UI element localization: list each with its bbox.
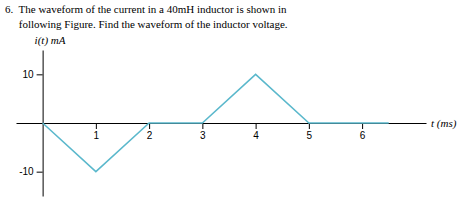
x-tick: 2 <box>147 123 153 141</box>
title: 6. The waveform of the current in a 40mH… <box>5 3 287 15</box>
plot: 1 2 3 4 5 6 -10 10 i(t) mA t (ms) <box>17 34 457 197</box>
y-tick-mark <box>37 74 43 75</box>
subtitle: following Figure. Find the waveform of t… <box>5 18 288 30</box>
y-tick-label: -10 <box>19 166 34 177</box>
x-tick: 4 <box>253 123 259 141</box>
x-tick: 6 <box>360 123 366 141</box>
y-tick-label: 10 <box>22 69 34 80</box>
waveform-line <box>43 74 389 171</box>
x-tick-mark <box>96 123 97 129</box>
x-tick: 5 <box>307 123 313 141</box>
x-tick-label: 4 <box>253 130 259 141</box>
y-axis-title: i(t) mA <box>35 34 66 47</box>
x-tick-mark <box>309 123 310 129</box>
y-tick: 10 <box>22 69 42 80</box>
marks <box>43 74 389 171</box>
x-tick: 1 <box>94 123 100 141</box>
y-tick: -10 <box>19 166 42 177</box>
x-axis-title: t (ms) <box>431 117 457 130</box>
x-tick-label: 5 <box>307 130 313 141</box>
y-axis: -10 10 <box>19 51 43 197</box>
x-tick-mark <box>256 123 257 129</box>
x-tick-mark <box>362 123 363 129</box>
x-tick: 3 <box>200 123 206 141</box>
x-axis: 1 2 3 4 5 6 <box>17 123 427 141</box>
y-tick-mark <box>37 172 43 173</box>
x-tick-mark <box>149 123 150 129</box>
x-tick-label: 1 <box>94 130 100 141</box>
x-tick-label: 6 <box>360 130 366 141</box>
chart: 6. The waveform of the current in a 40mH… <box>0 0 474 204</box>
x-tick-label: 2 <box>147 130 153 141</box>
x-tick-label: 3 <box>200 130 206 141</box>
x-tick-mark <box>202 123 203 129</box>
